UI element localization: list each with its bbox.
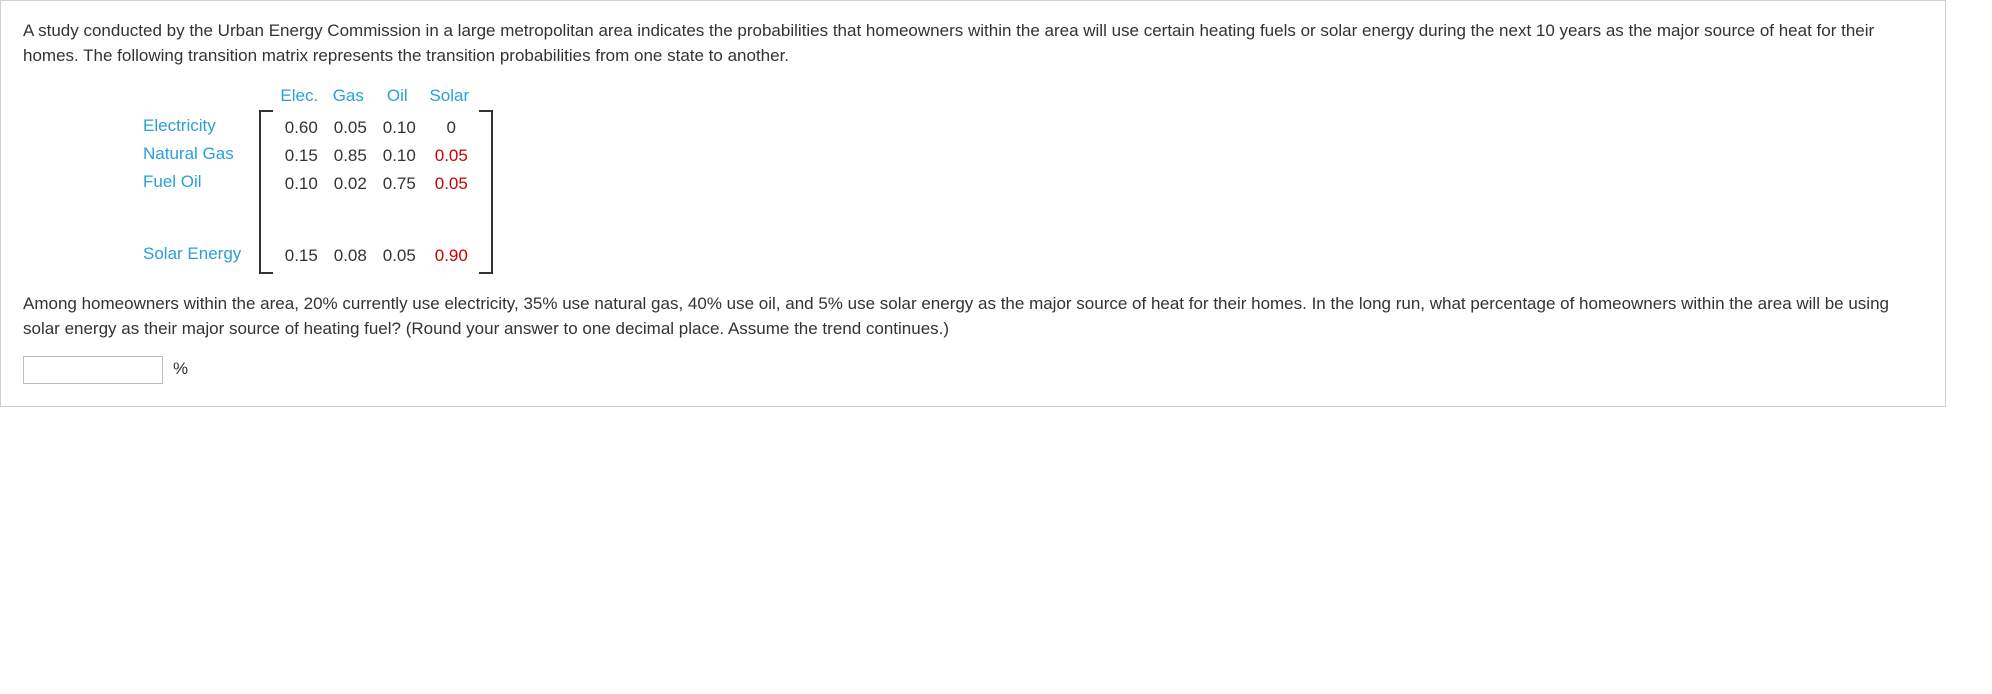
matrix-cell: 0.05 [327, 116, 373, 141]
answer-input[interactable] [23, 356, 163, 384]
matrix-row: 0.15 0.08 0.05 0.90 [275, 242, 477, 270]
matrix-cell-highlight: 0.05 [425, 144, 477, 169]
matrix-cell: 0.75 [373, 172, 425, 197]
col-header-elec: Elec. [273, 84, 325, 109]
intro-text: A study conducted by the Urban Energy Co… [23, 19, 1923, 68]
col-header-solar: Solar [423, 84, 475, 109]
matrix-cell: 0.60 [275, 116, 327, 141]
col-header-oil: Oil [371, 84, 423, 109]
matrix-cell: 0.15 [275, 244, 327, 269]
matrix-cell: 0.08 [327, 244, 373, 269]
question-container: A study conducted by the Urban Energy Co… [0, 0, 1946, 407]
matrix-row-spacer [275, 198, 477, 242]
matrix-col-headers: Elec. Gas Oil Solar [259, 82, 493, 110]
col-header-gas: Gas [325, 84, 371, 109]
row-label-electricity: Electricity [143, 112, 241, 140]
row-label-solar-energy: Solar Energy [143, 240, 241, 268]
matrix-row-labels: Electricity Natural Gas Fuel Oil Solar E… [143, 82, 259, 268]
matrix-rows: 0.60 0.05 0.10 0 0.15 0.85 0.10 0.05 0.1… [273, 110, 479, 274]
row-label-natural-gas: Natural Gas [143, 140, 241, 168]
matrix-row: 0.15 0.85 0.10 0.05 [275, 142, 477, 170]
matrix-bracket-group: 0.60 0.05 0.10 0 0.15 0.85 0.10 0.05 0.1… [259, 110, 493, 274]
left-bracket [259, 110, 273, 274]
matrix-cell: 0.10 [373, 116, 425, 141]
matrix-cell-highlight: 0.05 [425, 172, 477, 197]
matrix-row: 0.60 0.05 0.10 0 [275, 114, 477, 142]
unit-label: % [173, 357, 188, 382]
matrix-cell: 0.15 [275, 144, 327, 169]
matrix-cell: 0.02 [327, 172, 373, 197]
row-label-fuel-oil: Fuel Oil [143, 168, 241, 196]
matrix-cell-highlight: 0.90 [425, 244, 477, 269]
matrix-row: 0.10 0.02 0.75 0.05 [275, 170, 477, 198]
question-text: Among homeowners within the area, 20% cu… [23, 292, 1923, 341]
transition-matrix: Electricity Natural Gas Fuel Oil Solar E… [23, 82, 1923, 274]
right-bracket [479, 110, 493, 274]
matrix-cell: 0.05 [373, 244, 425, 269]
row-label-spacer [143, 196, 241, 240]
matrix-cell: 0.10 [275, 172, 327, 197]
matrix-cell: 0.85 [327, 144, 373, 169]
answer-area: % [23, 356, 1923, 384]
matrix-cell: 0.10 [373, 144, 425, 169]
matrix-block: Elec. Gas Oil Solar 0.60 0.05 0.10 0 0.1… [259, 82, 493, 274]
matrix-cell: 0 [425, 116, 477, 141]
